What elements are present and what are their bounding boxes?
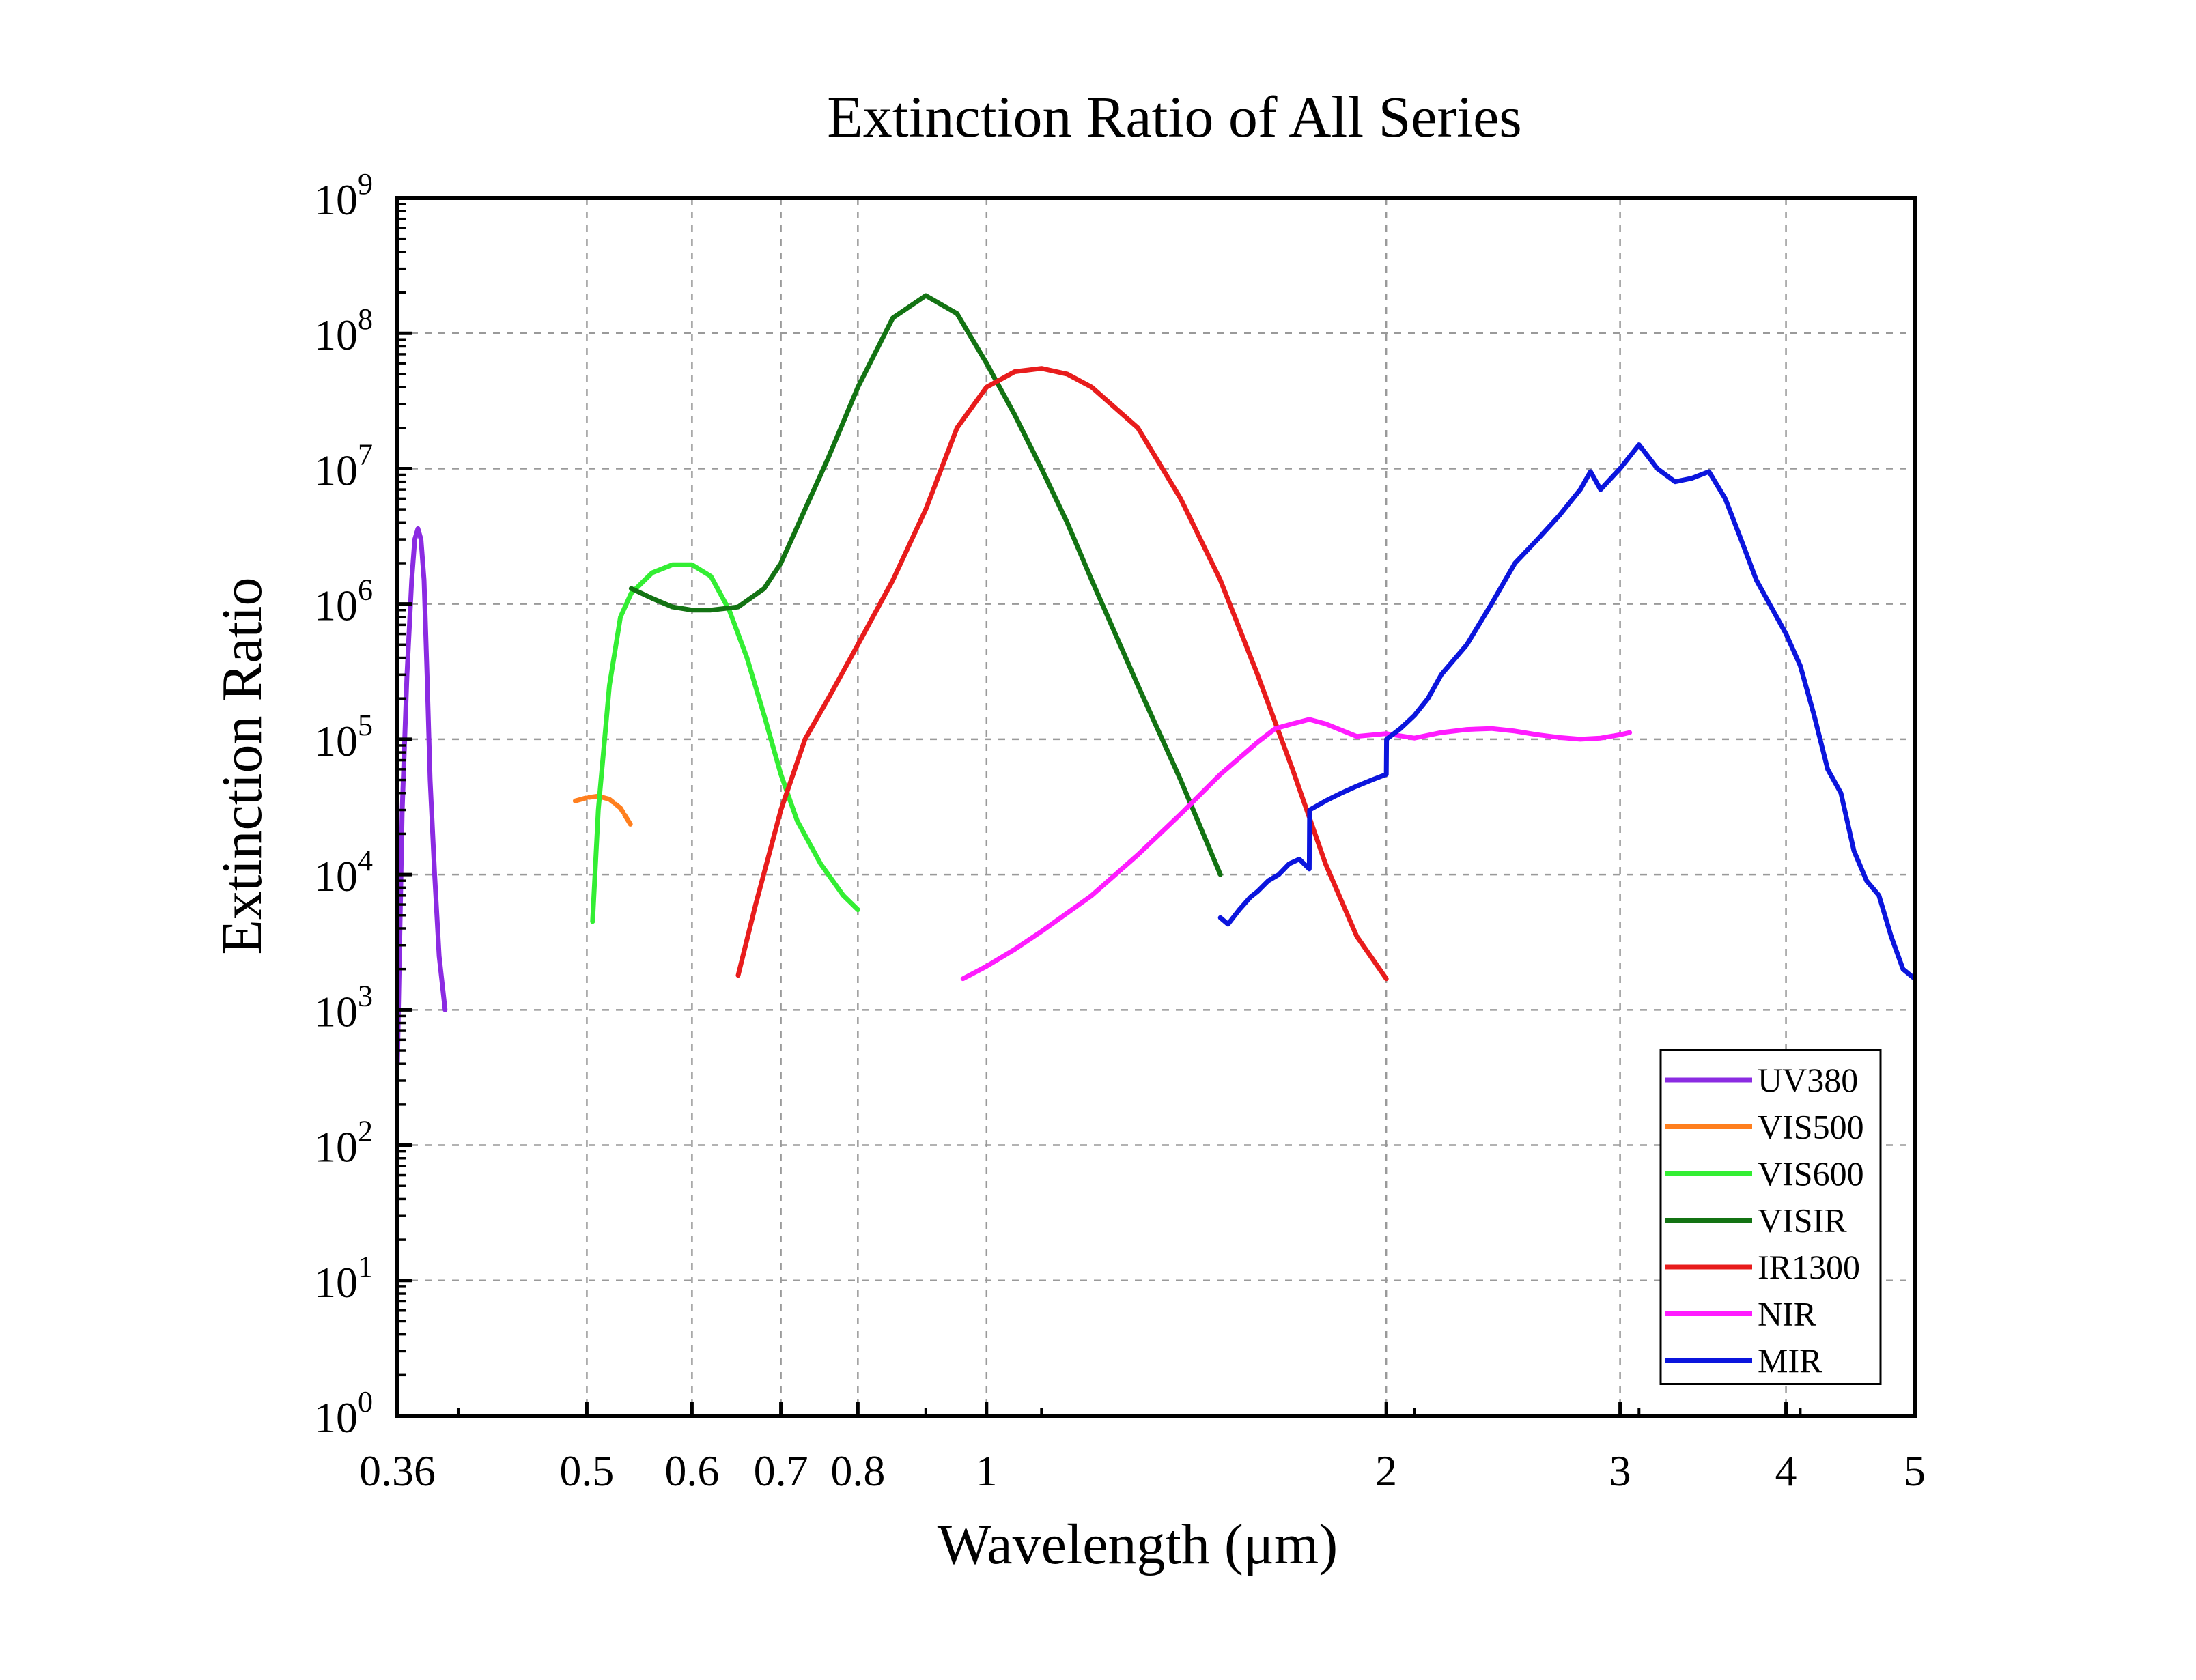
- y-tick-label: 109: [314, 167, 373, 224]
- plot-frame: [395, 196, 1917, 1418]
- x-tick-label: 0.5: [559, 1447, 614, 1495]
- x-tick-label: 0.8: [830, 1447, 885, 1495]
- y-tick-base: 10: [314, 1123, 358, 1171]
- y-tick-exponent: 3: [358, 979, 373, 1012]
- legend-label: UV380: [1758, 1061, 1858, 1099]
- legend-label: VIS500: [1758, 1108, 1864, 1146]
- x-tick-label: 1: [976, 1447, 998, 1495]
- x-tick-label: 5: [1904, 1447, 1926, 1495]
- y-tick-base: 10: [314, 446, 358, 494]
- x-axis-title: Wavelength (μm): [938, 1513, 1338, 1576]
- y-tick-label: 103: [314, 979, 373, 1036]
- y-tick-exponent: 6: [358, 573, 373, 607]
- legend-label: VISIR: [1758, 1201, 1847, 1240]
- y-tick-base: 10: [314, 717, 358, 765]
- y-tick-exponent: 1: [358, 1250, 373, 1283]
- legend-label: VIS600: [1758, 1154, 1864, 1193]
- x-tick-label: 3: [1609, 1447, 1631, 1495]
- y-tick-base: 10: [314, 1258, 358, 1307]
- y-tick-base: 10: [314, 852, 358, 900]
- series-line-uv380: [395, 526, 448, 1066]
- y-tick-label: 106: [314, 573, 373, 630]
- chart-title: Extinction Ratio of All Series: [827, 84, 1522, 150]
- x-tick-label: 0.7: [754, 1447, 808, 1495]
- y-tick-exponent: 2: [358, 1115, 373, 1148]
- series-line-vis600: [590, 562, 860, 924]
- x-tick-labels: 0.36 0.5 0.6 0.7 0.8 1 2 3 4 5: [359, 1447, 1926, 1495]
- x-tick-label: 0.6: [664, 1447, 719, 1495]
- y-tick-label: 108: [314, 302, 373, 359]
- y-tick-base: 10: [314, 175, 358, 224]
- y-tick-label: 101: [314, 1250, 373, 1307]
- series-line-mir: [1217, 442, 1917, 982]
- y-tick-label: 100: [314, 1385, 373, 1442]
- series-line-ir1300: [735, 366, 1389, 982]
- legend-box: [1659, 1049, 1882, 1385]
- x-tick-label: 0.36: [359, 1447, 436, 1495]
- series-lines: [395, 293, 1917, 1066]
- series-line-vis500: [572, 793, 634, 828]
- axis-ticks: [395, 196, 1917, 1418]
- y-tick-base: 10: [314, 311, 358, 359]
- series-line-nir: [960, 717, 1633, 982]
- y-tick-base: 10: [314, 1393, 358, 1442]
- y-tick-exponent: 4: [358, 844, 373, 877]
- legend-label: IR1300: [1758, 1248, 1860, 1286]
- y-tick-label: 104: [314, 844, 373, 900]
- y-axis-title: Extinction Ratio: [210, 578, 274, 955]
- y-tick-exponent: 9: [358, 167, 373, 201]
- y-tick-base: 10: [314, 987, 358, 1036]
- x-tick-label: 4: [1775, 1447, 1797, 1495]
- y-tick-exponent: 0: [358, 1385, 373, 1419]
- legend-label: NIR: [1758, 1295, 1817, 1333]
- y-tick-label: 102: [314, 1115, 373, 1171]
- y-tick-base: 10: [314, 582, 358, 630]
- legend: UV380 VIS500 VIS600 VISIR IR1300 NIR MIR: [1659, 1049, 1882, 1385]
- y-tick-exponent: 7: [358, 438, 373, 471]
- y-tick-label: 107: [314, 438, 373, 494]
- legend-label: MIR: [1758, 1341, 1822, 1380]
- y-tick-exponent: 5: [358, 709, 373, 742]
- x-tick-label: 2: [1375, 1447, 1397, 1495]
- y-tick-exponent: 8: [358, 302, 373, 336]
- y-tick-label: 105: [314, 709, 373, 765]
- series-line-visir: [628, 293, 1223, 877]
